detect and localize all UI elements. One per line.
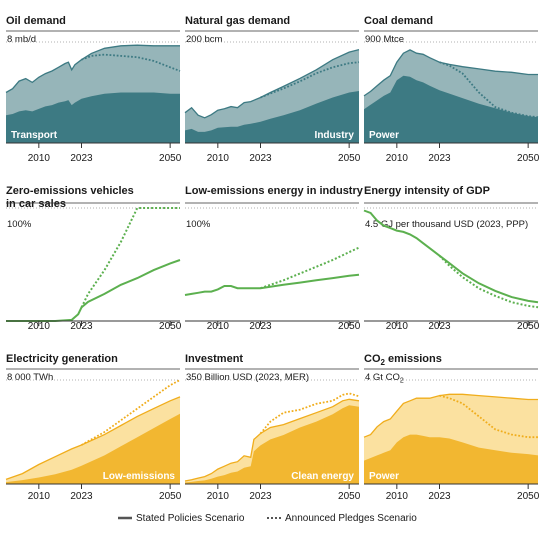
x-tick-label: 2010 bbox=[207, 491, 230, 502]
chart-intensity: Energy intensity of GDP 4.5 GJ per thousa… bbox=[363, 185, 540, 332]
x-tick-label: 2050 bbox=[159, 491, 182, 502]
x-tick-label: 2023 bbox=[428, 491, 451, 502]
x-tick-label: 2050 bbox=[338, 491, 361, 502]
line-announced bbox=[438, 254, 539, 309]
line-announced bbox=[81, 379, 181, 446]
chart-title-part: CO bbox=[364, 353, 381, 365]
chart-title-part: emissions bbox=[385, 353, 442, 365]
area-label: Power bbox=[369, 471, 399, 482]
chart-investment: Investment 350 Billion USD (2023, MER) Cle… bbox=[184, 353, 361, 502]
line-announced bbox=[259, 392, 360, 435]
unit-part: 4 Gt CO bbox=[365, 372, 400, 383]
x-tick-label: 2023 bbox=[70, 321, 93, 332]
unit-label: 8 000 TWh bbox=[7, 372, 53, 383]
chart-title-line: in car sales bbox=[6, 198, 66, 210]
line-stated-total bbox=[363, 49, 538, 97]
line-announced bbox=[81, 53, 181, 72]
x-tick-label: 2050 bbox=[338, 321, 361, 332]
x-tick-label: 2010 bbox=[28, 321, 51, 332]
chart-title: Natural gas demand bbox=[185, 15, 290, 27]
area-label: Transport bbox=[11, 130, 58, 141]
line-stated-total bbox=[363, 393, 538, 438]
unit-label: 4 Gt CO2 bbox=[365, 372, 404, 385]
unit-subscript: 2 bbox=[400, 378, 404, 385]
x-tick-label: 2023 bbox=[249, 153, 272, 164]
area-segment bbox=[185, 405, 359, 484]
unit-label: 350 Billion USD (2023, MER) bbox=[186, 372, 309, 383]
area-label: Clean energy bbox=[291, 471, 354, 482]
line-stated bbox=[6, 259, 181, 322]
chart-title: Electricity generation bbox=[6, 353, 118, 365]
x-tick-label: 2010 bbox=[386, 321, 409, 332]
area-label: Power bbox=[369, 130, 399, 141]
line-stated-total bbox=[184, 48, 360, 119]
area-label: Industry bbox=[315, 130, 355, 141]
unit-label: 8 mb/d bbox=[7, 34, 36, 45]
chart-gas: Natural gas demand 200 bcm Industry 2010 202… bbox=[184, 15, 361, 164]
line-announced bbox=[260, 61, 360, 99]
chart-title-subscript: 2 bbox=[381, 358, 386, 367]
chart-title: Oil demand bbox=[6, 15, 66, 27]
chart-title: Coal demand bbox=[364, 15, 433, 27]
x-tick-label: 2010 bbox=[207, 153, 230, 164]
line-announced bbox=[439, 61, 539, 119]
area-label: Low-emissions bbox=[103, 471, 176, 482]
line-stated bbox=[363, 209, 539, 304]
chart-coal: Coal demand 900 Mtce Power 2010 2023 2050 bbox=[363, 15, 540, 164]
chart-title-line: Zero-emissions vehicles bbox=[6, 185, 134, 197]
line-announced bbox=[80, 207, 180, 308]
area-segment bbox=[364, 75, 538, 143]
legend-announced-label: Announced Pledges Scenario bbox=[285, 513, 417, 524]
unit-label: 100% bbox=[186, 219, 211, 230]
x-tick-label: 2023 bbox=[70, 153, 93, 164]
chart-electricity: Electricity generation 8 000 TWh Low-emiss… bbox=[5, 353, 182, 502]
unit-label: 4.5 GJ per thousand USD (2023, PPP) bbox=[365, 219, 528, 230]
legend: Stated Policies Scenario Announced Pledg… bbox=[118, 513, 417, 524]
area-segment bbox=[185, 91, 359, 143]
x-tick-label: 2010 bbox=[207, 321, 230, 332]
chart-zev: Zero-emissions vehicles in car sales 100% 2… bbox=[6, 185, 182, 332]
area-segment bbox=[6, 92, 180, 143]
chart-title: CO2 emissions bbox=[364, 353, 442, 367]
area-segment bbox=[364, 434, 538, 484]
line-stated-total bbox=[184, 398, 360, 482]
x-tick-label: 2050 bbox=[159, 321, 182, 332]
x-tick-label: 2010 bbox=[28, 491, 51, 502]
x-tick-label: 2010 bbox=[386, 491, 409, 502]
area-segment bbox=[6, 413, 180, 484]
line-stated bbox=[184, 273, 360, 296]
unit-label: 900 Mtce bbox=[365, 34, 404, 45]
legend-stated-label: Stated Policies Scenario bbox=[136, 513, 245, 524]
x-tick-label: 2023 bbox=[249, 321, 272, 332]
x-tick-label: 2023 bbox=[70, 491, 93, 502]
line-stated-total bbox=[5, 44, 180, 94]
x-tick-label: 2050 bbox=[338, 153, 361, 164]
chart-title: Zero-emissions vehicles in car sales bbox=[6, 185, 134, 210]
chart-industry: Low-emissions energy in industry 100% 2010… bbox=[184, 185, 364, 332]
x-tick-label: 2050 bbox=[517, 321, 540, 332]
line-announced bbox=[439, 394, 538, 439]
x-tick-label: 2023 bbox=[428, 153, 451, 164]
x-tick-label: 2010 bbox=[28, 153, 51, 164]
chart-title: Energy intensity of GDP bbox=[364, 185, 490, 197]
x-tick-label: 2010 bbox=[386, 153, 409, 164]
chart-title: Low-emissions energy in industry bbox=[185, 185, 364, 197]
unit-label: 100% bbox=[7, 219, 32, 230]
line-announced bbox=[260, 246, 360, 290]
x-tick-label: 2023 bbox=[428, 321, 451, 332]
x-tick-label: 2023 bbox=[249, 491, 272, 502]
x-tick-label: 2050 bbox=[517, 491, 540, 502]
x-tick-label: 2050 bbox=[517, 153, 540, 164]
unit-label: 200 bcm bbox=[186, 34, 223, 45]
x-tick-label: 2050 bbox=[159, 153, 182, 164]
line-stated-total bbox=[5, 396, 181, 481]
chart-oil: Oil demand 8 mb/d Transport 2010 2023 2050 bbox=[5, 15, 182, 164]
chart-title: Investment bbox=[185, 353, 243, 365]
